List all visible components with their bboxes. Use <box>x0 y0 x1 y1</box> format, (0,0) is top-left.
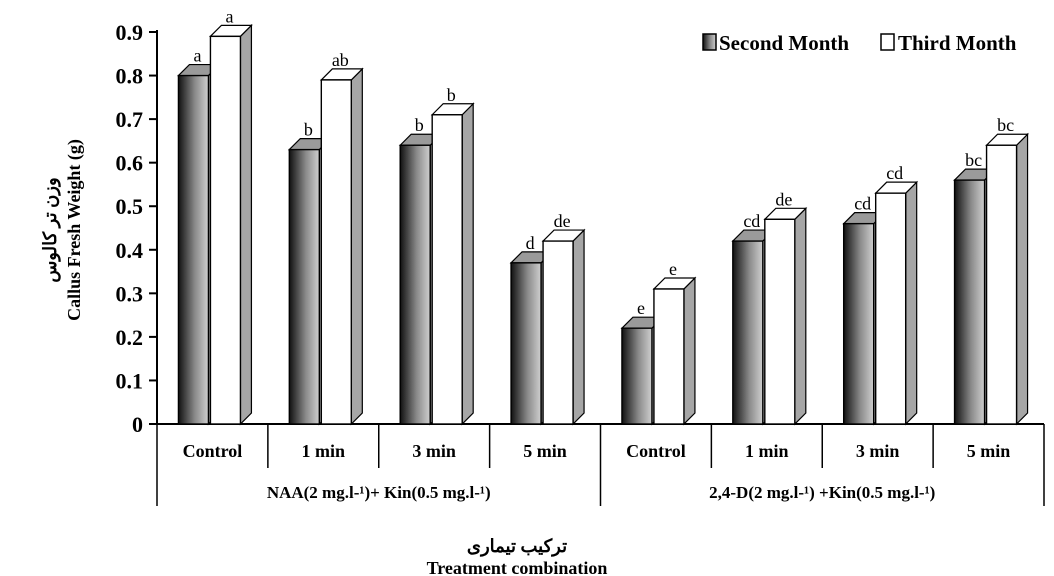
significance-letter: e <box>637 298 645 318</box>
bar-front <box>842 222 875 425</box>
significance-letter: bc <box>997 115 1014 135</box>
bar-side <box>239 23 253 426</box>
y-tick-label: 0.8 <box>116 64 144 89</box>
significance-letter: d <box>526 233 535 253</box>
category-label: 3 min <box>412 441 456 461</box>
group-labels: NAA(2 mg.l-¹)+ Kin(0.5 mg.l-¹) 2,4-D(2 mg… <box>267 483 936 502</box>
significance-letter: a <box>225 6 233 26</box>
category-labels: Control 1 min 3 min 5 min Control 1 min 3 min 5… <box>183 441 1011 461</box>
bar-front <box>764 218 796 425</box>
significance-letter: bc <box>965 150 982 170</box>
y-axis-title: وزن تر کالوس Callus Fresh Weight (g) <box>40 139 85 321</box>
category-label: 1 min <box>745 441 789 461</box>
bar-side <box>461 102 474 426</box>
bar-front <box>542 240 574 425</box>
y-axis-title-en: Callus Fresh Weight (g) <box>64 139 85 321</box>
significance-letter: e <box>669 259 677 279</box>
y-tick-label: 0.3 <box>116 281 144 306</box>
bar-side <box>794 206 807 426</box>
bar-side <box>1015 132 1029 426</box>
bar-front <box>510 262 542 425</box>
bar-front <box>985 144 1018 425</box>
x-axis-title-en: Treatment combination <box>427 558 608 576</box>
bar-side <box>683 276 696 426</box>
category-label: 5 min <box>523 441 567 461</box>
bar-third-month <box>208 23 253 426</box>
bar-third-month <box>874 180 919 426</box>
bar-front <box>288 148 321 425</box>
legend-swatch-third-month <box>880 33 895 51</box>
bar-third-month <box>541 228 586 426</box>
bar-front <box>320 79 353 425</box>
significance-letter: cd <box>886 163 903 183</box>
group-label: NAA(2 mg.l-¹)+ Kin(0.5 mg.l-¹) <box>267 483 491 502</box>
bar-side <box>905 180 918 426</box>
x-dividers <box>156 424 1045 506</box>
legend-label-third-month: Third Month <box>898 31 1017 55</box>
significance-letter: ab <box>332 50 349 70</box>
category-label: 3 min <box>856 441 900 461</box>
bar-front <box>874 192 907 425</box>
bar-front <box>399 144 431 425</box>
significance-letter: a <box>193 46 201 66</box>
y-tick-label: 0.5 <box>116 194 144 219</box>
significance-letter: b <box>304 120 313 140</box>
y-tick-label: 0 <box>132 412 143 437</box>
bar-side <box>350 67 363 426</box>
legend-label-second-month: Second Month <box>719 31 849 55</box>
category-label: Control <box>626 441 686 461</box>
bar-front <box>732 240 764 425</box>
significance-letter: cd <box>854 194 871 214</box>
bar-front <box>953 179 986 425</box>
bar-front <box>177 74 210 425</box>
bar-third-month <box>319 67 364 426</box>
y-tick-label: 0.2 <box>116 325 144 350</box>
significance-letter: cd <box>743 211 760 231</box>
bars <box>176 23 1030 426</box>
bar-third-month <box>430 102 475 426</box>
y-tick-label: 0.9 <box>116 20 144 45</box>
legend: Second Month Third Month <box>702 31 1017 55</box>
x-axis-title-fa: ترکیب تیماری <box>467 536 567 557</box>
bar-third-month <box>985 132 1030 426</box>
y-ticks: 0 0.1 0.2 0.3 0.4 0.5 0.6 0.7 0.8 0.9 <box>116 20 157 437</box>
bar-third-month <box>763 206 808 426</box>
significance-letter: de <box>775 189 792 209</box>
category-label: Control <box>183 441 243 461</box>
category-label: 1 min <box>302 441 346 461</box>
y-tick-label: 0.6 <box>116 151 144 176</box>
bar-side <box>572 228 585 426</box>
group-label: 2,4-D(2 mg.l-¹) +Kin(0.5 mg.l-¹) <box>709 483 935 502</box>
category-label: 5 min <box>967 441 1011 461</box>
bar-front <box>431 114 463 425</box>
bar-front <box>209 35 242 425</box>
bar-front <box>621 327 653 425</box>
significance-letter: b <box>415 115 424 135</box>
significance-letter: de <box>554 211 571 231</box>
significance-letter: b <box>447 85 456 105</box>
bar-front <box>653 288 685 425</box>
bar-third-month <box>652 276 697 426</box>
y-axis-title-fa: وزن تر کالوس <box>40 177 61 282</box>
y-tick-label: 0.7 <box>116 107 144 132</box>
y-tick-label: 0.1 <box>116 368 144 393</box>
legend-swatch-second-month <box>702 33 717 51</box>
y-tick-label: 0.4 <box>116 238 144 263</box>
